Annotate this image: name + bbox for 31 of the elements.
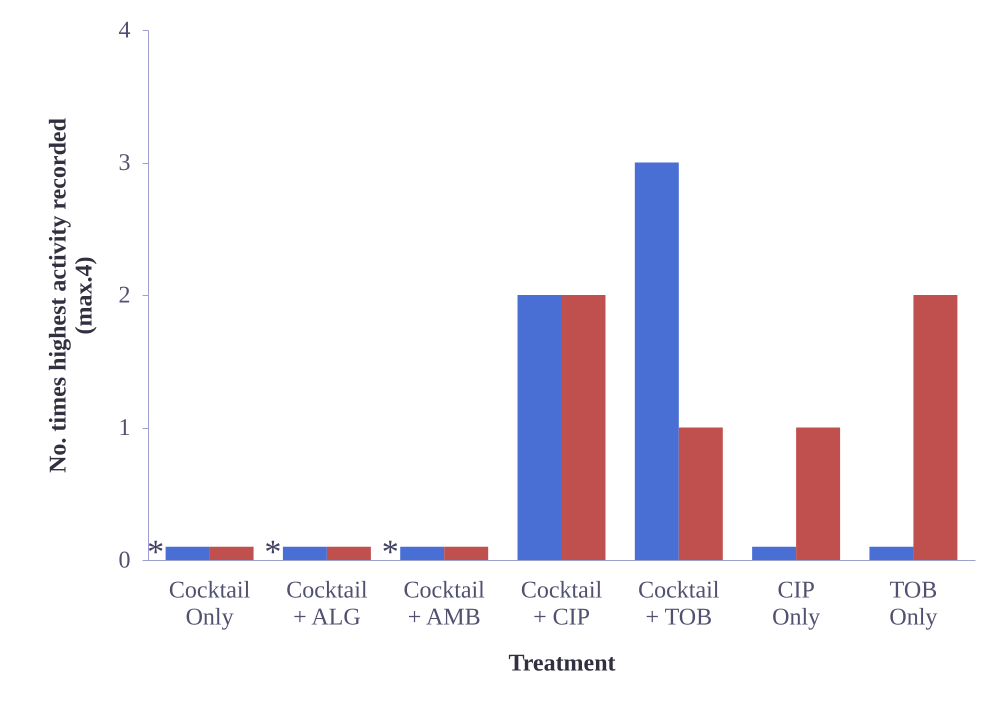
x-axis-title: Treatment — [508, 650, 616, 676]
x-tick-label: Cocktail + ALG — [286, 578, 368, 630]
x-tick-label: CIP Only — [772, 578, 820, 630]
bar — [166, 546, 210, 560]
y-tick-label: 2 — [118, 282, 130, 308]
bar — [869, 546, 914, 560]
bar — [678, 428, 723, 560]
bar — [562, 295, 606, 560]
annotation: * — [147, 534, 164, 571]
y-tick-label: 4 — [118, 18, 130, 44]
x-tick-label: Cocktail + TOB — [638, 578, 720, 630]
y-tick-label: 3 — [118, 150, 130, 176]
y-tick-label: 1 — [118, 415, 130, 441]
annotation: * — [382, 534, 399, 571]
annotation: * — [264, 534, 282, 571]
y-axis-title: No. times highest activity recorded (max.4) — [46, 117, 98, 473]
x-tick-label: Cocktail + AMB — [404, 578, 486, 630]
bar — [634, 162, 679, 560]
bar — [400, 546, 444, 560]
bar — [796, 428, 840, 560]
y-tick-label: 0 — [118, 548, 130, 574]
x-tick-label: TOB Only — [889, 578, 938, 630]
bar — [326, 546, 371, 560]
bar — [210, 546, 254, 560]
bar — [518, 295, 562, 560]
bar — [913, 295, 958, 560]
x-tick-label: Cocktail Only — [168, 578, 251, 630]
bar — [282, 546, 327, 560]
bar — [444, 546, 488, 560]
bar — [752, 546, 796, 560]
x-tick-label: Cocktail + CIP — [520, 578, 602, 630]
